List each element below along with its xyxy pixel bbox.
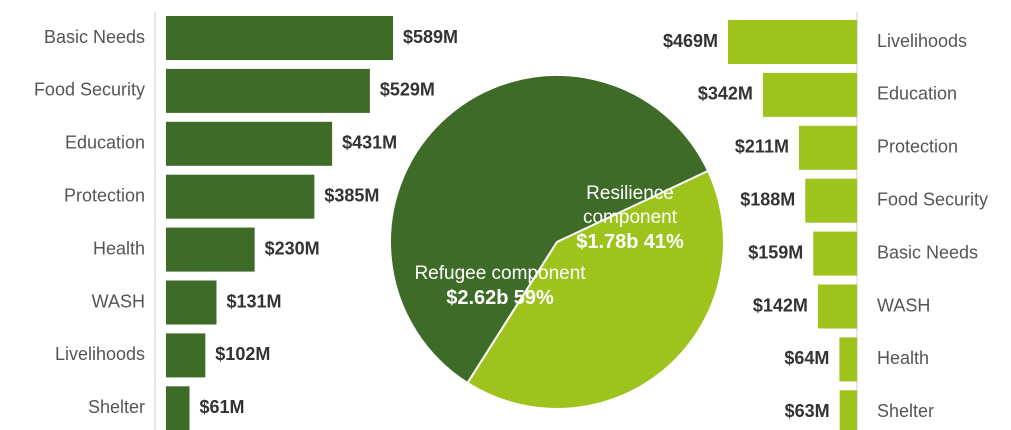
value-label: $131M bbox=[226, 291, 281, 311]
bar bbox=[166, 227, 255, 272]
category-label: Education bbox=[65, 133, 145, 153]
slice-name: Resilience component bbox=[582, 183, 677, 228]
value-label: $230M bbox=[265, 238, 320, 258]
slice-percent: 59% bbox=[513, 287, 554, 309]
slice-percent: 41% bbox=[643, 231, 684, 253]
bar bbox=[166, 280, 217, 325]
bar bbox=[166, 386, 190, 430]
category-label: Shelter bbox=[877, 401, 934, 421]
value-label: $211M bbox=[735, 137, 789, 157]
category-label: WASH bbox=[877, 295, 930, 315]
bar bbox=[839, 337, 857, 382]
value-label: $188M bbox=[740, 189, 795, 209]
bar bbox=[805, 178, 857, 223]
value-label: $61M bbox=[200, 397, 245, 417]
category-label: Food Security bbox=[34, 80, 145, 100]
value-label: $385M bbox=[324, 185, 379, 205]
category-label: Basic Needs bbox=[877, 242, 978, 262]
value-label: $529M bbox=[380, 80, 435, 100]
category-label: Protection bbox=[64, 185, 145, 205]
slice-amount: $1.78b bbox=[576, 231, 639, 253]
slice-label: Refugee component $2.62b 59% bbox=[400, 262, 600, 311]
category-label: Health bbox=[877, 348, 929, 368]
bar bbox=[166, 16, 393, 60]
category-label: Food Security bbox=[877, 189, 988, 209]
value-label: $102M bbox=[215, 344, 270, 364]
category-label: Protection bbox=[877, 137, 958, 157]
bar bbox=[813, 231, 857, 276]
bar bbox=[728, 20, 857, 64]
slice-label: Resilience component $1.78b 41% bbox=[560, 182, 700, 255]
slice-amount: $2.62b bbox=[446, 287, 509, 309]
value-label: $431M bbox=[342, 133, 397, 153]
value-label: $469M bbox=[663, 31, 718, 51]
value-label: $142M bbox=[753, 295, 808, 315]
bar bbox=[166, 333, 206, 378]
slice-name: Refugee component bbox=[414, 263, 586, 284]
pie-slice bbox=[389, 74, 710, 385]
bar bbox=[839, 390, 857, 430]
category-label: Health bbox=[93, 238, 145, 258]
category-label: Shelter bbox=[88, 397, 145, 417]
bar bbox=[762, 72, 857, 117]
value-label: $63M bbox=[785, 401, 830, 421]
bar bbox=[166, 68, 370, 113]
value-label: $159M bbox=[748, 242, 803, 262]
bar bbox=[798, 125, 857, 170]
slice-values: $1.78b 41% bbox=[560, 230, 700, 255]
value-label: $342M bbox=[698, 84, 753, 104]
category-label: Livelihoods bbox=[877, 31, 967, 51]
value-label: $64M bbox=[784, 348, 829, 368]
category-label: WASH bbox=[92, 291, 145, 311]
bar bbox=[817, 284, 857, 329]
pie-slice bbox=[466, 169, 725, 410]
category-label: Basic Needs bbox=[44, 27, 145, 47]
category-label: Education bbox=[877, 84, 957, 104]
bar bbox=[166, 174, 315, 219]
value-label: $589M bbox=[403, 27, 458, 47]
bar bbox=[166, 121, 333, 166]
category-label: Livelihoods bbox=[55, 344, 145, 364]
slice-values: $2.62b 59% bbox=[400, 286, 600, 311]
